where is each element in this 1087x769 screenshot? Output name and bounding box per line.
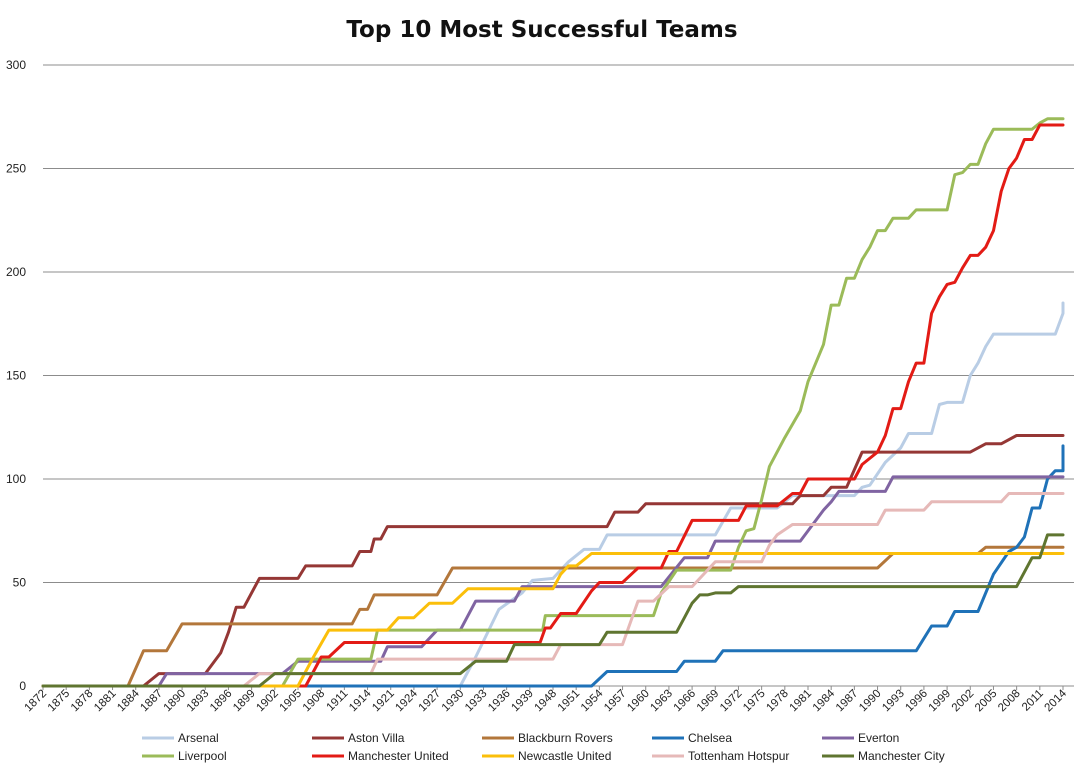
y-axis-ticks: 0 50 100 150 200 250 300 [6,58,26,693]
x-tick-label: 1984 [811,687,838,714]
x-tick-label: 1975 [741,688,768,715]
x-tick-label: 1875 [46,688,73,715]
x-tick-label: 1890 [162,688,189,715]
series-lines [41,117,1065,688]
x-tick-label: 1948 [533,688,560,715]
legend-label-liverpool: Liverpool [178,749,227,763]
y-tick-label: 100 [6,472,26,486]
legend-label-newcastle-united: Newcastle United [518,749,611,763]
x-tick-label: 2005 [973,688,1000,715]
x-tick-label: 1930 [440,688,467,715]
series-line-manchester-city [41,533,1065,688]
y-tick-label: 150 [6,369,26,383]
x-tick-label: 1893 [185,688,212,715]
x-tick-label: 1951 [556,688,583,715]
x-tick-label: 1921 [370,688,397,715]
legend-label-manchester-united: Manchester United [348,749,449,763]
legend-label-tottenham-hotspur: Tottenham Hotspur [688,749,789,763]
series-line-chelsea [41,444,1065,688]
legend-label-chelsea: Chelsea [688,731,732,745]
y-tick-label: 50 [13,576,27,590]
legend-label-blackburn-rovers: Blackburn Rovers [518,731,613,745]
chart-title: Top 10 Most Successful Teams [346,17,737,43]
x-tick-label: 1914 [347,687,374,714]
x-tick-label: 1927 [417,688,444,715]
x-tick-label: 1911 [325,688,351,714]
x-axis-ticks: 1872187518781881188418871890189318961899… [23,686,1070,714]
x-tick-label: 1993 [880,688,907,715]
x-tick-label: 1954 [579,687,606,714]
x-tick-label: 1969 [695,688,722,715]
x-tick-label: 1939 [509,688,536,715]
series-line-tottenham-hotspur [41,492,1065,688]
grid-lines [43,64,1074,687]
x-tick-label: 1972 [718,688,745,715]
legend-label-manchester-city: Manchester City [858,749,945,763]
x-tick-label: 1872 [23,688,50,715]
x-tick-label: 1987 [834,688,861,715]
x-tick-label: 2002 [950,688,977,715]
x-tick-label: 2014 [1043,687,1070,714]
x-tick-label: 1924 [393,687,420,714]
series-line-manchester-united [41,123,1065,688]
x-tick-label: 1999 [927,688,954,715]
x-tick-label: 1908 [301,688,328,715]
legend-label-everton: Everton [858,731,899,745]
x-tick-label: 1963 [648,688,675,715]
x-tick-label: 1884 [115,687,142,714]
x-tick-label: 1902 [254,688,281,715]
legend-label-aston-villa: Aston Villa [348,731,405,745]
y-tick-label: 200 [6,265,26,279]
series-line-liverpool [41,117,1065,688]
x-tick-label: 1878 [69,688,96,715]
y-tick-label: 250 [6,162,26,176]
x-tick-label: 1957 [602,688,629,715]
x-tick-label: 1978 [764,688,791,715]
x-tick-label: 1896 [208,688,235,715]
series-line-everton [41,475,1065,688]
x-tick-label: 1933 [463,688,490,715]
series-line-aston-villa [41,434,1065,688]
x-tick-label: 1905 [278,688,305,715]
x-tick-label: 1996 [903,688,930,715]
x-tick-label: 1887 [138,688,165,715]
legend-label-arsenal: Arsenal [178,731,219,745]
legend: Arsenal Aston Villa Blackburn Rovers Chelse… [142,731,945,763]
y-tick-label: 0 [19,679,26,693]
x-tick-label: 1899 [231,688,258,715]
series-line-newcastle-united [41,552,1065,688]
x-tick-label: 1881 [92,688,119,715]
x-tick-label: 1981 [788,688,815,715]
x-tick-label: 2008 [996,688,1023,715]
y-tick-label: 300 [6,58,26,72]
x-tick-label: 1960 [625,688,652,715]
x-tick-label: 2011 [1020,688,1046,714]
series-line-arsenal [41,301,1065,688]
x-tick-label: 1990 [857,688,884,715]
x-tick-label: 1936 [486,688,513,715]
x-tick-label: 1966 [672,688,699,715]
